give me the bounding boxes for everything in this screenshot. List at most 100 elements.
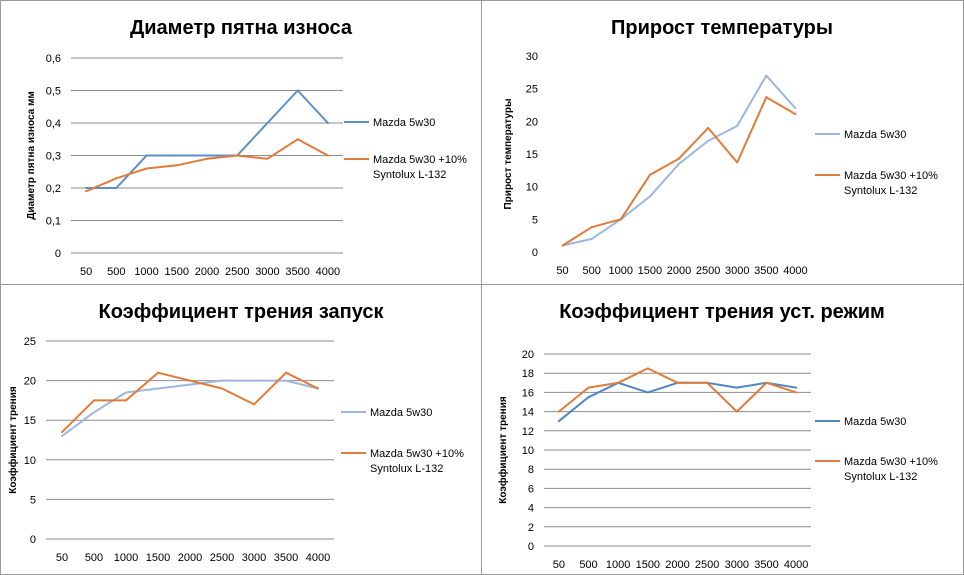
x-tick-label: 1500 [636,559,660,571]
x-tick-label: 4000 [316,266,340,278]
x-tick-label: 3500 [285,266,309,278]
data-point [619,218,622,221]
x-tick-label: 2000 [667,265,691,277]
x-tick-label: 500 [582,265,600,277]
x-tick-label: 2500 [210,552,234,564]
chart-panel-wear: Диаметр пятна износа 0 0,1 0,2 0,3 0,4 0,5 0,6 5… [0,0,482,285]
data-point [736,124,739,127]
data-point [676,381,679,384]
x-tick-label: 3000 [725,265,749,277]
x-tick-label: 500 [85,552,103,564]
y-tick-label: 0,1 [46,216,61,228]
chart-temperature-rise: Прирост температуры 0 5 10 15 20 25 30 50 500 1000… [503,17,938,277]
data-point [561,244,564,247]
legend-label: Mazda 5w30 [373,117,435,129]
legend-label: Mazda 5w30 [844,416,906,428]
x-tick-label: 2500 [225,266,249,278]
data-point [317,387,319,390]
data-point [85,187,88,189]
data-point [678,157,680,160]
y-axis-label: Коэффициент трения [497,396,509,504]
series-line-2 [562,96,796,247]
x-tick-label: 3500 [274,552,298,564]
chart-friction-start: Коэффициент трения запуск 0 5 10 15 20 25 50 500… [7,301,464,564]
x-tick-label: 1000 [114,552,138,564]
y-tick-label: 10 [526,182,538,194]
y-tick-label: 5 [532,214,538,226]
x-tick-label: 1500 [638,265,662,277]
data-point [646,367,649,370]
data-point [736,161,739,164]
x-tick-label: 3000 [242,552,266,564]
legend-label: Mazda 5w30 +10% [370,448,464,460]
x-tick-label: 4000 [306,552,330,564]
data-point [296,138,299,141]
legend-label: Mazda 5w30 [370,407,432,419]
x-tick-label: 1500 [146,552,170,564]
data-point [587,386,590,389]
data-point [253,403,255,406]
legend-label-line2: Syntolux L-132 [373,169,446,181]
x-tick-label: 50 [553,559,565,571]
legend-label: Mazda 5w30 [844,129,906,141]
data-point [206,154,208,157]
y-tick-label: 15 [24,415,36,427]
data-point [794,113,797,116]
x-tick-label: 3500 [754,559,778,571]
legend-label: Mazda 5w30 +10% [373,154,467,166]
x-tick-label: 500 [107,266,125,278]
y-tick-label: 0,5 [46,86,61,98]
data-point [707,126,710,129]
data-point [646,391,649,394]
legend-label-line2: Syntolux L-132 [844,471,917,483]
y-tick-label: 0,4 [46,118,61,130]
y-tick-label: 12 [522,426,534,438]
y-axis-label: Коэффициент трения [7,386,19,494]
y-tick-label: 0 [55,248,61,260]
chart-panel-friction-steady: Коэффициент трения уст. режим 0 2 4 6 8 10 12 14… [481,284,964,575]
y-tick-label: 18 [522,368,534,380]
x-tick-label: 4000 [784,559,808,571]
y-tick-label: 0 [532,247,538,259]
chart-panel-temperature: Прирост температуры 0 5 10 15 20 25 30 50 500 1000… [481,0,964,285]
y-tick-label: 14 [522,407,534,419]
x-tick-label: 50 [556,265,568,277]
y-tick-label: 15 [526,149,538,161]
data-point [157,371,159,374]
chart-wear-diameter: Диаметр пятна износа 0 0,1 0,2 0,3 0,4 0,5 0,6 5… [26,17,467,278]
x-tick-label: 3000 [255,266,279,278]
data-point [326,122,329,124]
data-point [285,371,287,374]
series-line-1 [61,379,319,437]
x-tick-label: 2500 [696,265,720,277]
chart-panel-friction-start: Коэффициент трения запуск 0 5 10 15 20 25 50 500… [0,284,482,575]
y-tick-label: 20 [24,376,36,388]
x-tick-label: 50 [56,552,68,564]
y-tick-label: 0 [528,541,534,553]
y-tick-label: 8 [528,464,534,476]
y-tick-label: 20 [522,349,534,361]
legend-label: Mazda 5w30 +10% [844,170,938,182]
x-tick-label: 50 [80,266,92,278]
y-tick-label: 16 [522,387,534,399]
data-point [557,410,560,413]
series-line-2 [558,367,797,413]
data-point [678,162,680,165]
x-tick-label: 1500 [165,266,189,278]
chart-friction-steady: Коэффициент трения уст. режим 0 2 4 6 8 10 12 14… [497,301,938,571]
data-point [707,139,710,142]
data-point [765,96,768,99]
x-tick-label: 3500 [754,265,778,277]
y-tick-label: 0,2 [46,183,61,195]
data-point [648,195,651,198]
data-point [587,396,590,399]
data-point [236,154,239,157]
data-point [326,154,329,157]
data-point [557,420,560,423]
data-point [794,107,797,110]
series-line-2 [85,138,329,193]
data-point [115,187,118,189]
data-point [157,387,159,390]
x-tick-label: 1000 [609,265,633,277]
data-point [795,386,798,389]
